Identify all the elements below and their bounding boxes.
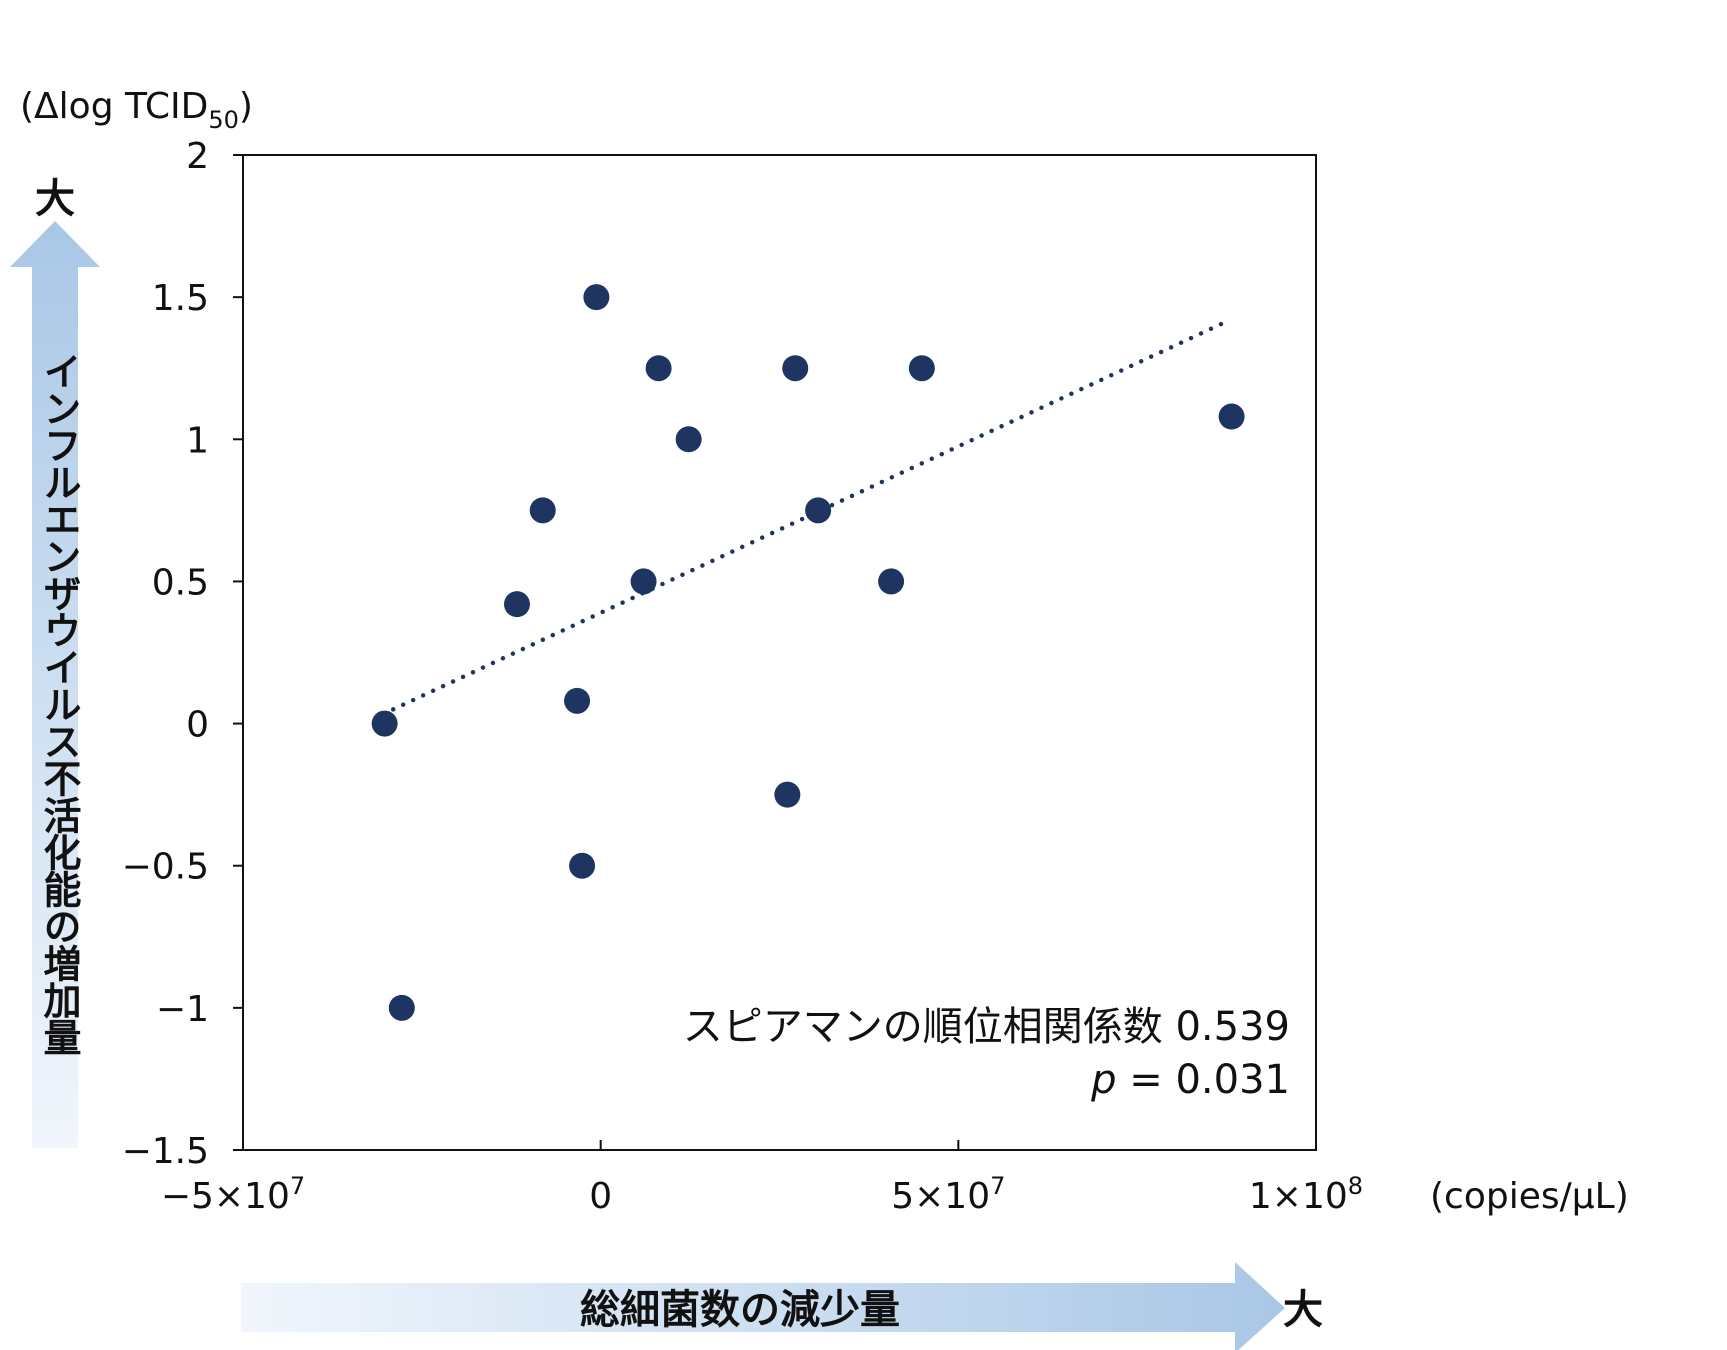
y-tick-label: −1.5 [122,1131,209,1172]
data-point [805,497,832,524]
data-point [675,426,702,453]
data-point [583,284,610,311]
y-tick-label: 0.5 [152,562,209,603]
data-point [503,591,530,618]
y-axis-label: インフルエンザウイルス不活化能の増加量 [37,352,81,1055]
data-point [529,497,556,524]
data-point [569,852,596,879]
y-unit-label: (Δlog TCID50) [20,86,253,134]
y-direction-label: 大 [35,176,75,222]
points-group [371,284,1245,1021]
x-tick-label: 0 [589,1176,612,1217]
p-value-label: p = 0.031 [1090,1057,1290,1103]
data-point [645,355,672,382]
data-point [782,355,809,382]
data-point [388,994,415,1021]
data-point [774,781,801,808]
x-unit-label: (copies/μL) [1430,1176,1629,1217]
data-point [371,710,398,737]
y-axis: 2 1.5 1 0.5 0 −0.5 −1 −1.5 [122,136,243,1172]
y-tick-label: 1 [186,420,209,461]
x-tick-label: −5×107 [161,1172,305,1217]
x-tick-label: 1×108 [1249,1172,1363,1217]
y-tick-label: −1 [156,989,209,1030]
x-direction-arrow [241,1262,1285,1350]
x-direction-label: 大 [1283,1287,1323,1333]
plot-area [242,154,1317,1151]
data-point [564,687,591,714]
y-tick-label: 2 [186,136,209,177]
spearman-label: スピアマンの順位相関係数 0.539 [683,1004,1290,1050]
y-tick-label: 1.5 [152,278,209,319]
x-tick-label: 5×107 [891,1172,1005,1217]
data-point [630,568,657,595]
x-axis: −5×107 0 5×107 1×108 [161,1140,1363,1217]
y-tick-label: −0.5 [122,847,209,888]
y-direction-arrow [10,221,100,1148]
x-axis-label: 総細菌数の減少量 [580,1287,900,1333]
data-point [908,355,935,382]
data-point [1218,403,1245,430]
data-point [878,568,905,595]
y-tick-label: 0 [186,705,209,746]
